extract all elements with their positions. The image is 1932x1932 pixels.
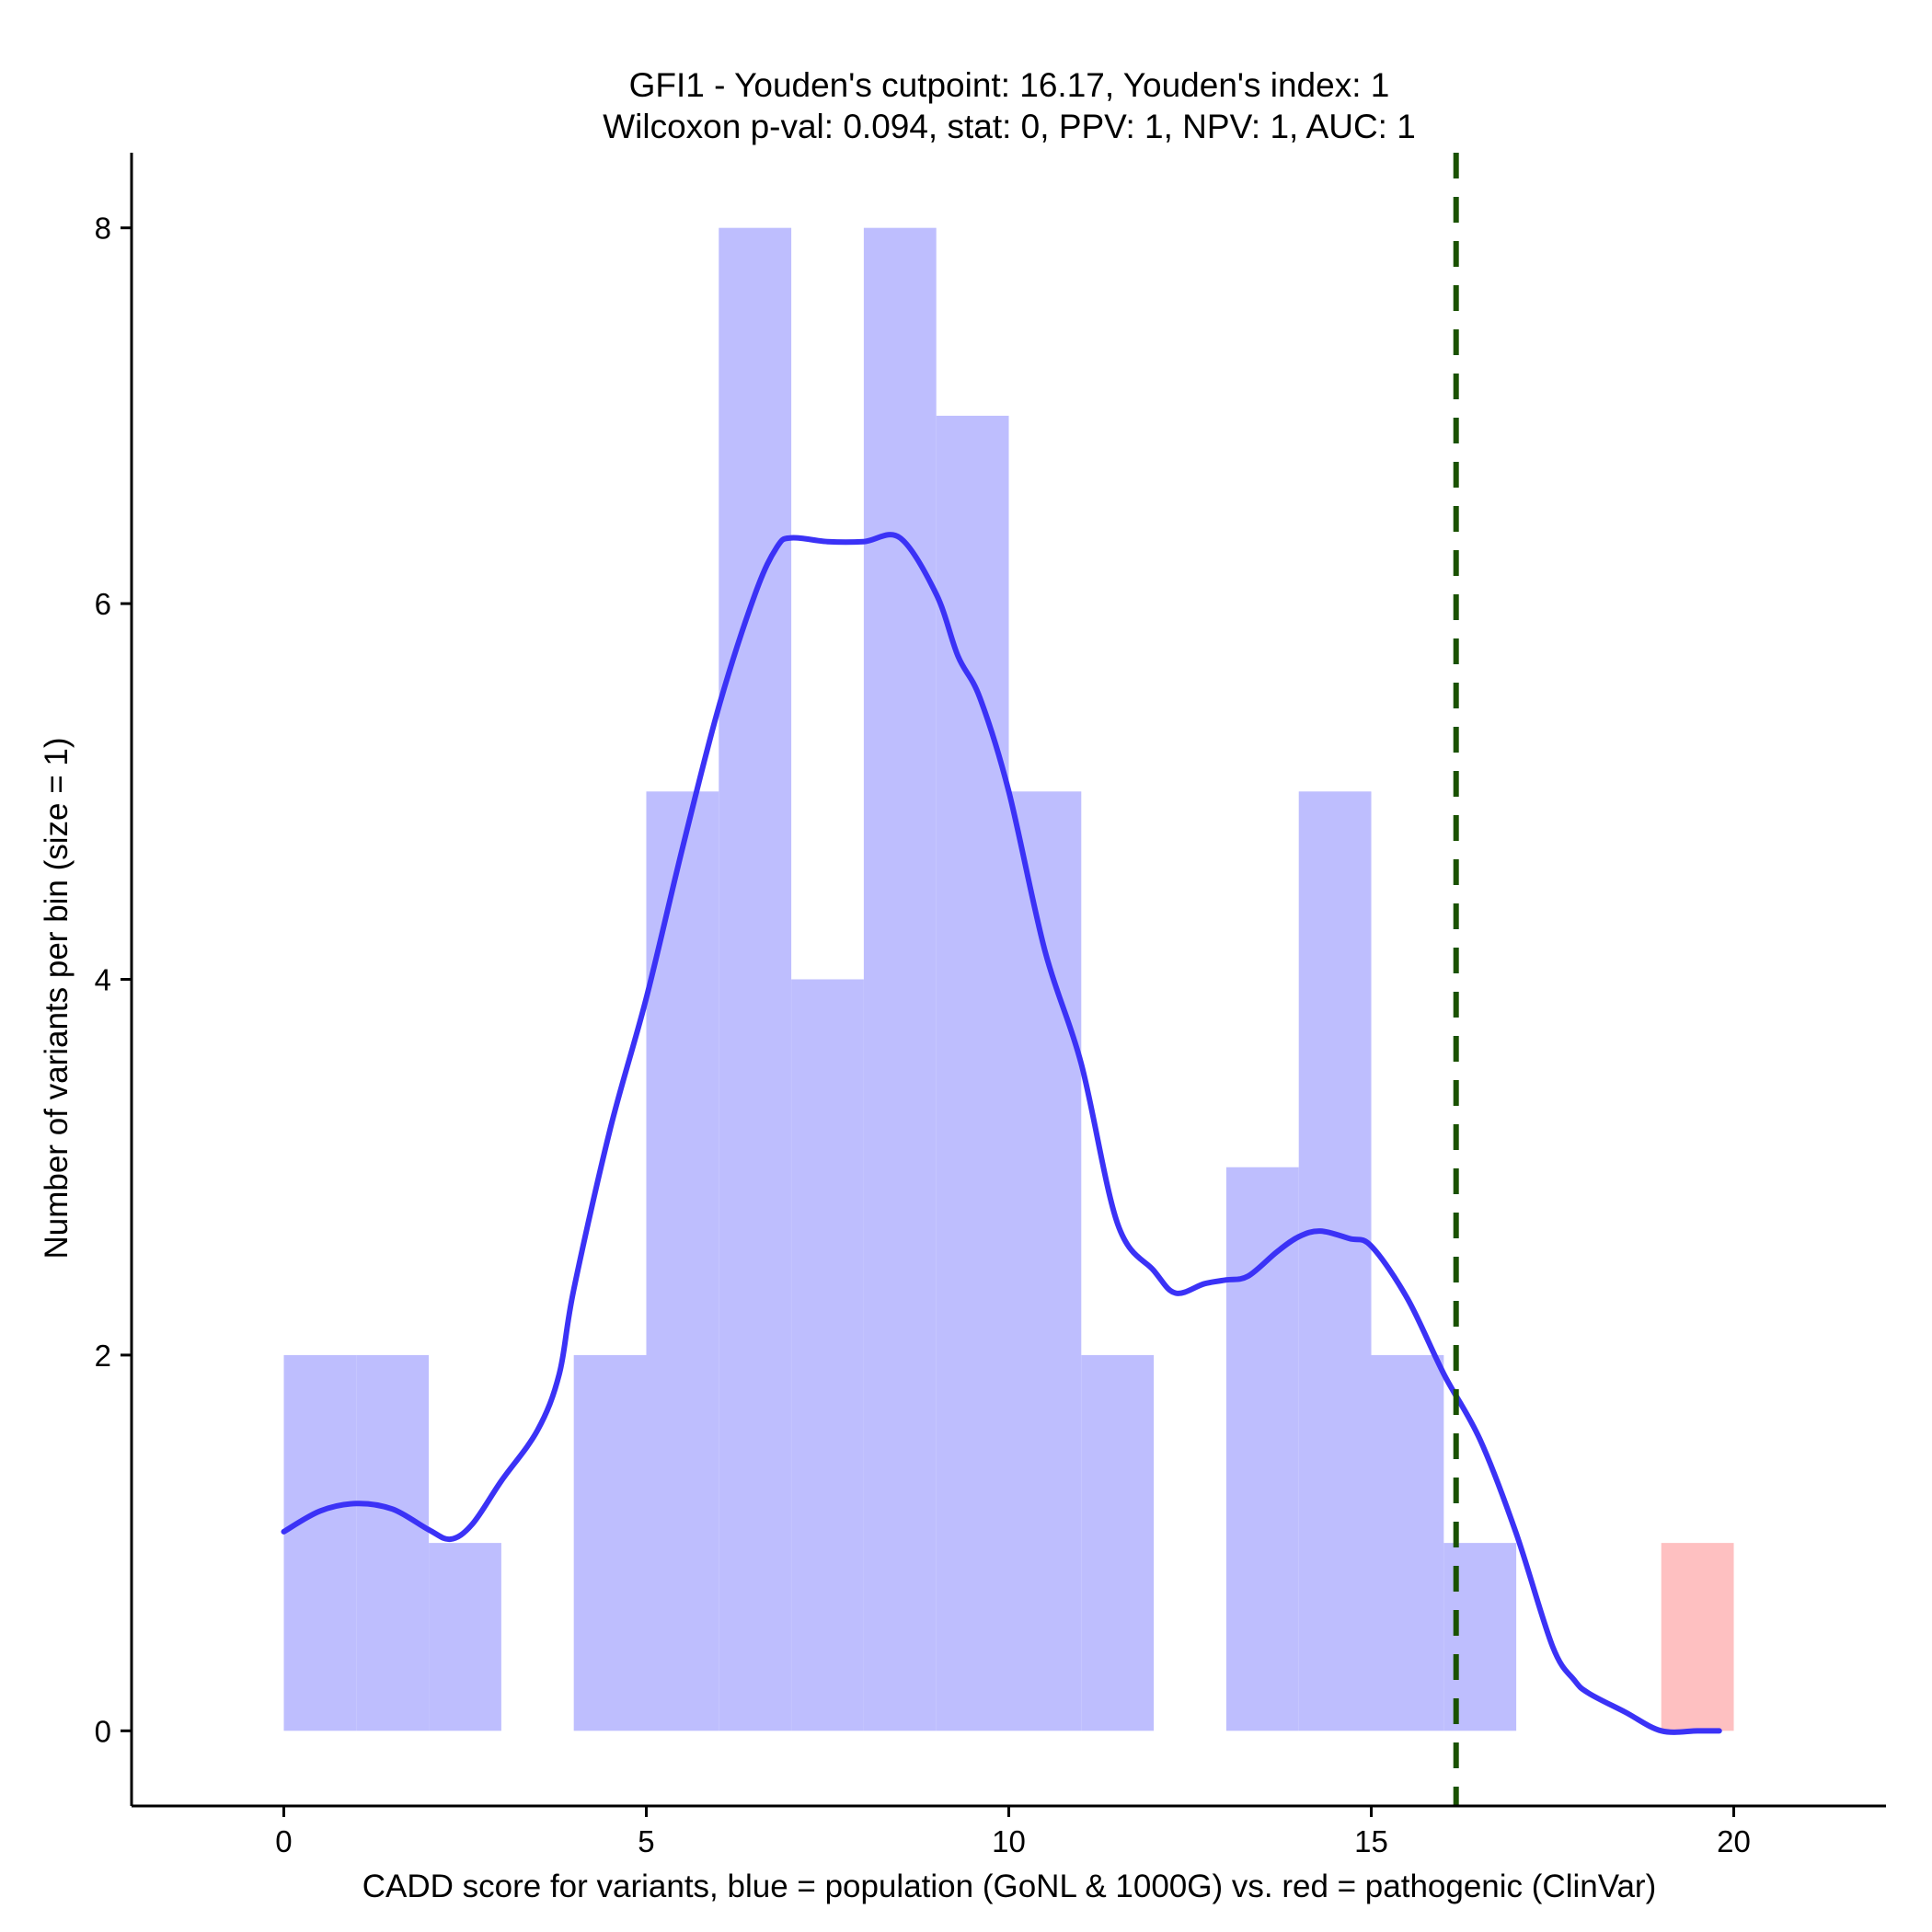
- histogram-bar: [719, 227, 792, 1731]
- histogram-bar: [646, 791, 719, 1731]
- histogram-bar: [429, 1543, 501, 1731]
- histogram-bar: [791, 979, 864, 1731]
- histogram-bar: [1008, 791, 1082, 1731]
- x-tick-label: 0: [275, 1824, 292, 1858]
- histogram-bar: [1371, 1354, 1444, 1731]
- x-tick-label: 20: [1717, 1824, 1751, 1858]
- density-curve: [281, 532, 1722, 1735]
- x-tick-label: 5: [638, 1824, 654, 1858]
- x-tick-label: 10: [992, 1824, 1026, 1858]
- histogram-bar: [1081, 1354, 1155, 1731]
- y-tick-label: 6: [95, 587, 111, 621]
- x-tick-label: 15: [1354, 1824, 1388, 1858]
- x-axis-label: CADD score for variants, blue = populati…: [362, 1869, 1657, 1904]
- y-tick-label: 2: [95, 1339, 111, 1373]
- histogram-bar: [1298, 791, 1372, 1731]
- y-tick-label: 4: [95, 963, 111, 997]
- histogram-bar: [356, 1354, 430, 1731]
- x-axis-ticks: 0 5 10 15 20: [275, 1806, 1751, 1858]
- histogram-bars: [283, 227, 1734, 1731]
- chart-title-line-1: GFI1 - Youden's cutpoint: 16.17, Youden'…: [629, 66, 1390, 104]
- density-curve-layer: [281, 532, 1722, 1735]
- y-tick-label: 8: [95, 212, 111, 246]
- y-tick-label: 0: [95, 1714, 111, 1748]
- histogram-bar: [1661, 1543, 1734, 1731]
- histogram-bar: [936, 415, 1009, 1731]
- y-axis-label: Number of variants per bin (size = 1): [39, 737, 75, 1259]
- histogram-bar: [1225, 1167, 1299, 1731]
- histogram-bar: [863, 227, 937, 1731]
- y-axis-ticks: 0 2 4 6 8: [95, 212, 132, 1748]
- chart-title-line-2: Wilcoxon p-val: 0.094, stat: 0, PPV: 1, …: [603, 108, 1416, 145]
- histogram-bar: [283, 1354, 357, 1731]
- histogram-bar: [573, 1354, 647, 1731]
